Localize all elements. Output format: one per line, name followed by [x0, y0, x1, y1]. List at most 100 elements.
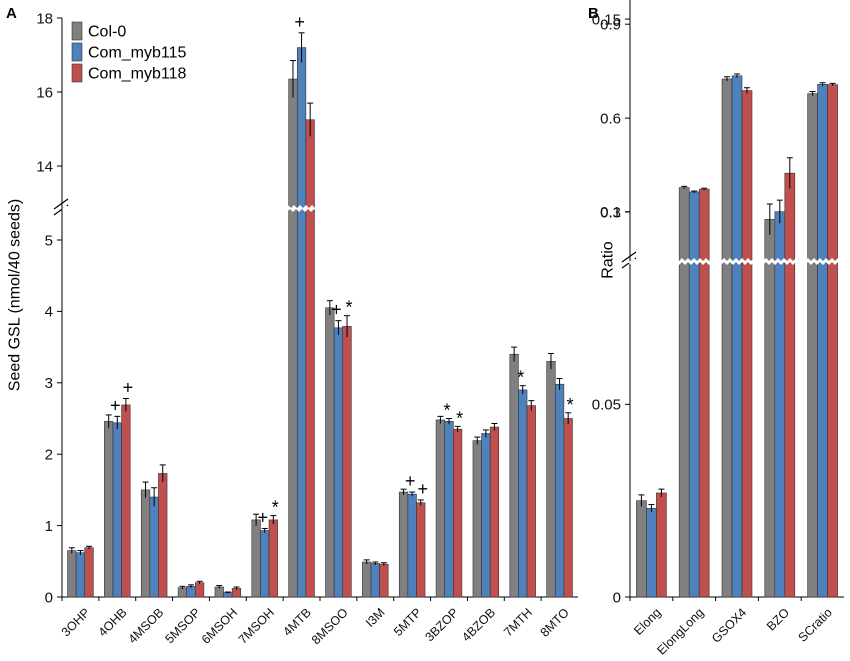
- panel-b-bar-elonglong-com-myb115: [688, 191, 700, 598]
- panel-b-x-tick-label: GSOX4: [709, 605, 749, 645]
- panel-b-x-tick-label: SCratio: [796, 605, 835, 644]
- panel-a-significance-mark: *: [272, 498, 279, 518]
- panel-a-x-tick-label: 8MSOO: [309, 605, 351, 647]
- panel-a-bar-3ohp-com-myb118: [84, 547, 94, 598]
- panel-a-bar-4mtb-col-0: [288, 78, 298, 598]
- panel-b-bar-gsox4-com-myb115: [731, 75, 743, 598]
- panel-a-bar-8msoo-col-0: [325, 307, 335, 598]
- panel-a-y-tick-label: 3: [45, 375, 53, 392]
- panel-a-significance-mark: +: [331, 300, 342, 320]
- panel-a-y-tick-label: 0: [45, 589, 53, 606]
- panel-a-bar-i3m-col-0: [362, 561, 372, 598]
- panel-a-bar-5mtp-col-0: [398, 491, 409, 598]
- panel-b-bar-gsox4-col-0: [721, 78, 733, 598]
- panel-a-bar-3bzop-col-0: [435, 419, 446, 598]
- panel-a-bar-4bzob-col-0: [472, 440, 482, 598]
- panel-a-y-tick-label: 4: [45, 304, 53, 321]
- panel-a-bar-4bzob-com-myb118: [489, 426, 500, 598]
- panel-a-x-tick-label: 6MSOH: [199, 605, 240, 646]
- panel-a-bar-8msoo-com-myb115: [333, 327, 344, 598]
- panel-a-x-tick-label: 5MTP: [391, 605, 424, 638]
- panel-b-bar-gsox4-com-myb118: [741, 90, 753, 598]
- panel-b-x-tick-label: ElongLong: [654, 605, 706, 657]
- panel-b-label: B: [588, 5, 599, 22]
- panel-b-break-zigzag: [628, 258, 847, 265]
- panel-a-bar-4bzob-com-myb115: [481, 433, 491, 598]
- panel-a-axis-break-mark: [53, 198, 69, 210]
- panel-a-y-tick-label: 14: [36, 158, 53, 175]
- panel-a-bar-4ohb-com-myb118: [121, 404, 131, 598]
- panel-a-bar-8mto-com-myb118: [563, 418, 573, 598]
- panel-a-bar-4ohb-col-0: [104, 421, 114, 598]
- panel-a-bar-5mtp-com-myb118: [416, 502, 426, 598]
- panel-b-y-tick-label: 0.3: [600, 204, 621, 221]
- panel-a-y-tick-label: 1: [45, 518, 53, 535]
- panel-a-bar-5mtp-com-myb115: [407, 493, 417, 598]
- panel-a-bar-8msoo-com-myb118: [342, 326, 352, 598]
- panel-b-bar-elonglong-col-0: [678, 187, 690, 598]
- panel-a-significance-mark: +: [294, 12, 305, 32]
- panel-a-significance-mark: +: [405, 471, 416, 491]
- panel-a-bar-7mth-col-0: [509, 353, 519, 598]
- panel-a-bar-3bzop-com-myb115: [444, 421, 454, 598]
- panel-a-x-tick-label: 8MTO: [538, 605, 572, 639]
- legend-swatch-com-myb118: [71, 63, 83, 83]
- panel-b-bar-scratio-com-myb115: [817, 83, 828, 598]
- panel-a-bar-8mto-com-myb115: [554, 383, 565, 598]
- legend-label-com-myb118: Com_myb118: [88, 66, 187, 83]
- panel-b-x-tick-label: BZO: [764, 605, 792, 633]
- panel-a-label: A: [6, 5, 17, 22]
- panel-b-bar-scratio-col-0: [807, 93, 818, 598]
- panel-a-bar-3bzop-com-myb118: [452, 428, 463, 598]
- panel-b-bar-scratio-com-myb118: [827, 84, 838, 598]
- panel-a-x-tick-label: I3M: [363, 605, 388, 630]
- panel-a-bar-i3m-com-myb115: [370, 563, 380, 598]
- panel-a-x-tick-label: 3OHP: [59, 605, 93, 639]
- panel-a-bar-3ohp-col-0: [67, 550, 77, 598]
- panel-a-x-tick-label: 7MSOH: [236, 605, 277, 646]
- panel-b-bar-bzo-com-myb118: [784, 172, 796, 598]
- panel-a-bar-7msoh-col-0: [251, 519, 261, 598]
- panel-b-bar-elong-com-myb118: [656, 492, 667, 598]
- panel-b-x-tick-label: Elong: [631, 605, 664, 638]
- panel-a-bar-5msop-com-myb118: [195, 582, 205, 598]
- panel-a-x-tick-label: 7MTH: [501, 605, 535, 639]
- panel-a-bar-7msoh-com-myb118: [268, 519, 278, 598]
- panel-a-x-tick-label: 4MTB: [280, 605, 313, 638]
- panel-a-y-tick-label: 16: [36, 84, 53, 101]
- panel-b-y-tick-label: 0.1: [600, 204, 621, 221]
- panel-b-axis-break-mark: [621, 251, 637, 263]
- panel-a-bar-i3m-com-myb118: [379, 563, 389, 598]
- legend-swatch-col-0: [71, 21, 83, 41]
- panel-a-bar-4msob-col-0: [140, 489, 151, 598]
- panel-b-y-tick-label: 0.05: [592, 397, 621, 414]
- panel-a-significance-mark: *: [567, 395, 574, 415]
- panel-a-y-tick-label: 2: [45, 446, 53, 463]
- panel-a-x-tick-label: 4BZOB: [459, 605, 498, 644]
- panel-a-y-tick-label: 5: [45, 232, 53, 249]
- panel-a-break-zigzag: [62, 205, 579, 212]
- panel-b-bar-elong-col-0: [636, 500, 647, 598]
- panel-a-significance-mark: *: [517, 368, 524, 388]
- panel-a-significance-mark: +: [123, 378, 134, 398]
- legend-label-com-myb115: Com_myb115: [88, 45, 187, 62]
- panel-a-bar-4msob-com-myb115: [149, 496, 159, 598]
- panel-b-y-axis-label: Ratio: [600, 241, 617, 278]
- panel-a-bar-4mtb-com-myb115: [296, 47, 307, 598]
- panel-a-significance-mark: +: [417, 479, 428, 499]
- legend-label-col-0: Col-0: [88, 24, 126, 41]
- panel-b-bar-bzo-col-0: [764, 219, 776, 598]
- panel-a-x-tick-label: 4OHB: [96, 605, 130, 639]
- panel-a-x-tick-label: 3BZOP: [422, 605, 461, 644]
- panel-a-significance-mark: +: [257, 507, 268, 527]
- panel-a-significance-mark: +: [110, 395, 121, 415]
- panel-a-bar-5msop-com-myb115: [186, 585, 196, 598]
- legend-swatch-com-myb115: [71, 42, 83, 62]
- panel-a-significance-mark: *: [456, 408, 463, 428]
- panel-b-y-tick-label: 0: [613, 589, 621, 606]
- panel-a-bar-4ohb-com-myb115: [112, 422, 122, 598]
- panel-b-bar-elong-com-myb115: [646, 508, 657, 598]
- panel-a-bar-4msob-com-myb118: [158, 473, 168, 598]
- panel-a-x-tick-label: 5MSOP: [162, 605, 203, 646]
